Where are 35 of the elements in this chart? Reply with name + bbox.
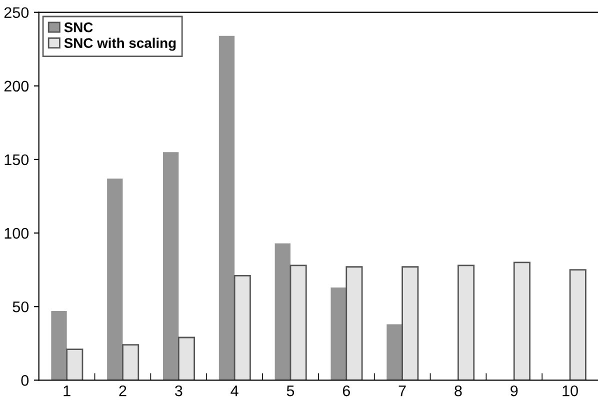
bar — [513, 262, 530, 380]
bar — [66, 348, 84, 380]
x-tick-label: 7 — [398, 386, 406, 396]
bar — [162, 152, 179, 380]
x-tick-label: 2 — [119, 385, 126, 396]
bar — [234, 275, 251, 380]
bar — [330, 287, 346, 380]
x-tick-label: 9 — [510, 385, 518, 396]
bar — [51, 311, 67, 380]
y-tick-label: 50 — [12, 301, 29, 312]
x-tick-label: 10 — [562, 385, 578, 396]
bar — [346, 266, 363, 380]
y-tick-label: 250 — [4, 7, 29, 18]
y-tick-label: 0 — [21, 375, 29, 386]
bar — [458, 264, 475, 380]
x-tick-label: 1 — [64, 386, 70, 396]
legend-label: SNC — [64, 22, 93, 32]
bar — [290, 264, 307, 380]
x-tick-label: 5 — [286, 386, 294, 396]
x-tick-label: 8 — [454, 385, 462, 396]
bar — [218, 36, 235, 380]
y-tick-label: 100 — [4, 228, 29, 239]
legend-label: SNC with scaling — [64, 38, 176, 51]
y-tick-label: 200 — [4, 80, 29, 92]
x-tick-label: 3 — [174, 385, 182, 396]
bar — [178, 336, 196, 380]
bar — [402, 266, 419, 380]
x-tick-label: 6 — [342, 385, 350, 396]
bar — [274, 243, 290, 380]
bar — [386, 324, 402, 380]
bar — [107, 178, 123, 380]
x-tick-label: 4 — [230, 386, 238, 396]
y-tick-label: 150 — [4, 154, 29, 166]
bar — [569, 269, 586, 380]
bar — [122, 344, 140, 380]
